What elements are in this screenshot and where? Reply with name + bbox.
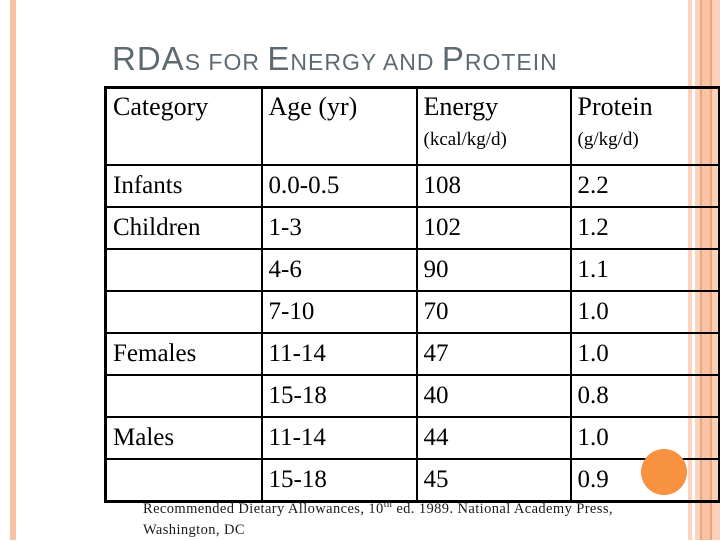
header-cell-protein: Protein (g/kg/d) [569,86,720,166]
cell-category [104,374,263,418]
header-label: Energy [423,92,499,121]
table-row: Infants 0.0-0.5 108 2.2 [104,164,720,208]
cell-category: Females [104,332,263,376]
cell-age: 11-14 [260,416,418,460]
table-header-row: Category Age (yr) Energy (kcal/kg/d) Pro… [104,86,720,166]
cell-category [104,290,263,334]
header-label: Category [113,92,209,121]
cell-protein: 1.0 [569,290,720,334]
citation-line2: Washington, DC [143,521,245,538]
left-accent-bar [10,0,16,540]
title-segment: E [267,40,291,77]
cell-age: 1-3 [260,206,418,250]
citation-text: Recommended Dietary Allowances, 10 [143,500,384,517]
header-label: Age (yr) [268,92,358,121]
cell-category [104,458,263,503]
cell-energy: 47 [415,332,572,376]
citation-line1: Recommended Dietary Allowances, 10th ed.… [143,494,613,520]
cell-protein: 2.2 [569,164,720,208]
cell-protein: 1.0 [569,332,720,376]
cell-energy: 45 [415,458,572,503]
citation: Recommended Dietary Allowances, 10th ed.… [143,494,613,541]
cell-category: Infants [104,164,263,208]
cell-age: 15-18 [260,458,418,503]
title-segment: P [441,40,465,77]
cell-age: 7-10 [260,290,418,334]
orange-circle-decoration [641,449,687,495]
cell-category [104,248,263,292]
cell-protein: 0.8 [569,374,720,418]
table-row: Males 11-14 44 1.0 [104,416,720,460]
rda-table: Category Age (yr) Energy (kcal/kg/d) Pro… [104,86,720,503]
table-row: Females 11-14 47 1.0 [104,332,720,376]
title-segment: ROTEIN [464,49,558,75]
table-row: Children 1-3 102 1.2 [104,206,720,250]
title-segment: RDA [112,40,185,77]
header-cell-energy: Energy (kcal/kg/d) [415,86,572,166]
cell-age: 11-14 [260,332,418,376]
citation-superscript: th [383,499,393,510]
title-segment: FOR [201,49,268,75]
title-segment: NERGY [290,49,377,75]
cell-category: Children [104,206,263,250]
cell-protein: 1.1 [569,248,720,292]
table-row: 7-10 70 1.0 [104,290,720,334]
cell-age: 4-6 [260,248,418,292]
table-row: 15-18 40 0.8 [104,374,720,418]
citation-text: ed. 1989. National Academy Press, [392,500,613,517]
table-row: 4-6 90 1.1 [104,248,720,292]
cell-energy: 108 [415,164,572,208]
cell-age: 0.0-0.5 [260,164,418,208]
cell-category: Males [104,416,263,460]
header-cell-category: Category [104,86,263,166]
cell-protein: 1.2 [569,206,720,250]
header-unit: (g/kg/d) [577,129,639,150]
page-title: RDAS FOR ENERGY AND PROTEIN [112,42,558,79]
header-unit: (kcal/kg/d) [423,129,507,150]
header-label: Protein [577,92,653,121]
cell-energy: 90 [415,248,572,292]
cell-energy: 40 [415,374,572,418]
cell-protein: 1.0 [569,416,720,460]
header-cell-age: Age (yr) [260,86,418,166]
title-segment: AND [376,49,442,75]
cell-age: 15-18 [260,374,418,418]
title-segment: S [184,49,202,75]
cell-energy: 70 [415,290,572,334]
cell-energy: 44 [415,416,572,460]
cell-energy: 102 [415,206,572,250]
